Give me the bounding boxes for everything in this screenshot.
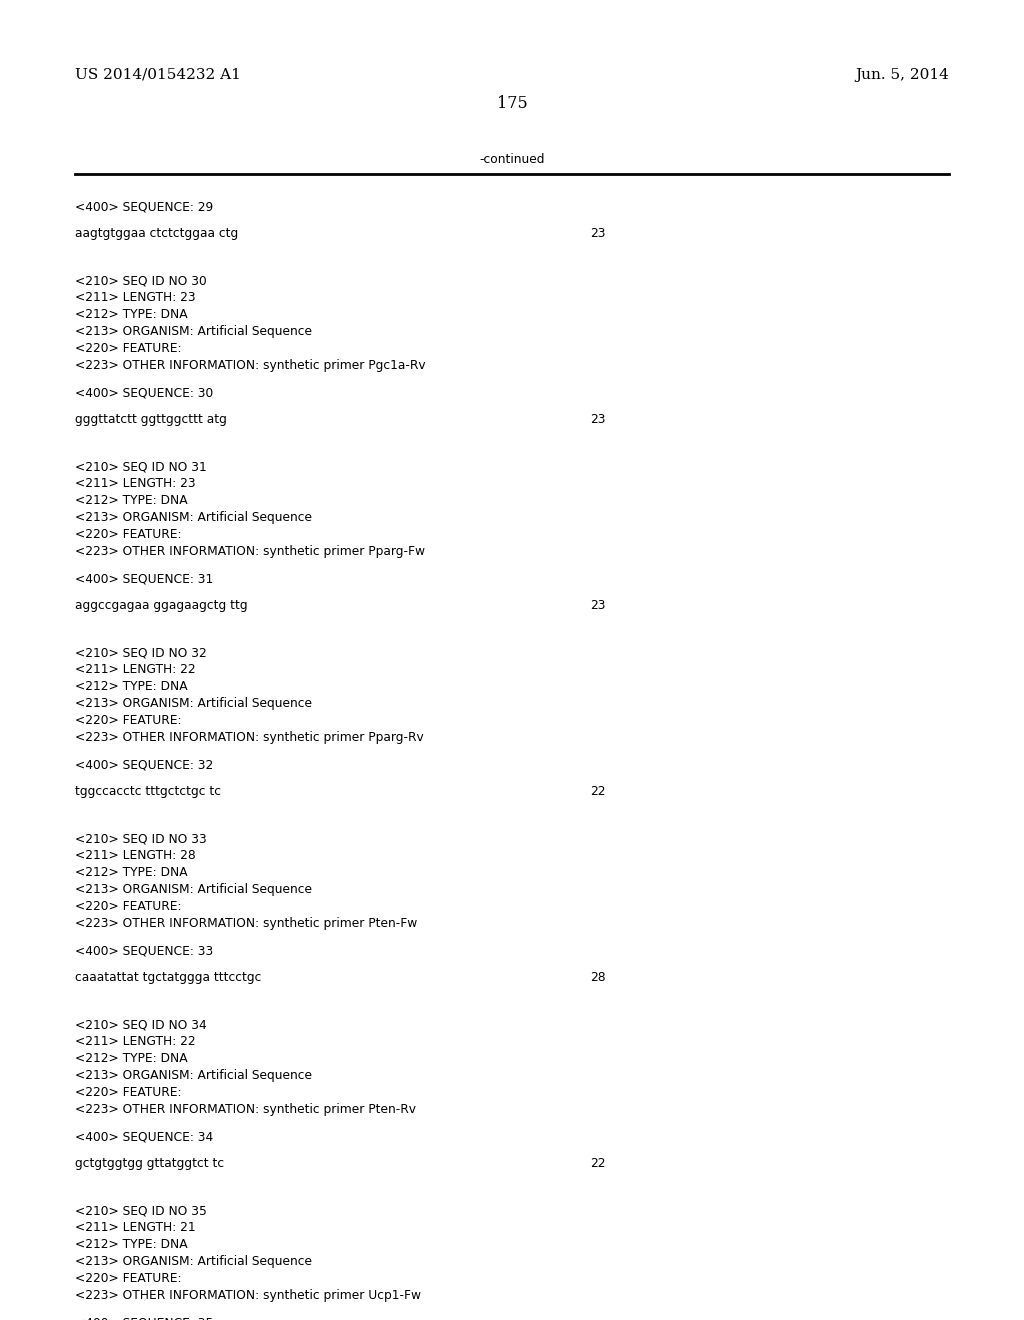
Text: <220> FEATURE:: <220> FEATURE: [75, 900, 181, 913]
Text: <213> ORGANISM: Artificial Sequence: <213> ORGANISM: Artificial Sequence [75, 1069, 312, 1082]
Text: <220> FEATURE:: <220> FEATURE: [75, 714, 181, 727]
Text: <210> SEQ ID NO 35: <210> SEQ ID NO 35 [75, 1204, 207, 1217]
Text: <211> LENGTH: 22: <211> LENGTH: 22 [75, 663, 196, 676]
Text: 23: 23 [590, 227, 605, 240]
Text: <223> OTHER INFORMATION: synthetic primer Ucp1-Fw: <223> OTHER INFORMATION: synthetic prime… [75, 1290, 421, 1302]
Text: <223> OTHER INFORMATION: synthetic primer Pparg-Rv: <223> OTHER INFORMATION: synthetic prime… [75, 731, 424, 744]
Text: <212> TYPE: DNA: <212> TYPE: DNA [75, 1238, 187, 1251]
Text: <220> FEATURE:: <220> FEATURE: [75, 528, 181, 541]
Text: <212> TYPE: DNA: <212> TYPE: DNA [75, 680, 187, 693]
Text: <211> LENGTH: 28: <211> LENGTH: 28 [75, 849, 196, 862]
Text: tggccacctc tttgctctgc tc: tggccacctc tttgctctgc tc [75, 785, 221, 799]
Text: -continued: -continued [479, 153, 545, 166]
Text: <213> ORGANISM: Artificial Sequence: <213> ORGANISM: Artificial Sequence [75, 697, 312, 710]
Text: 23: 23 [590, 413, 605, 426]
Text: <220> FEATURE:: <220> FEATURE: [75, 1086, 181, 1100]
Text: <210> SEQ ID NO 34: <210> SEQ ID NO 34 [75, 1018, 207, 1031]
Text: 28: 28 [590, 972, 605, 983]
Text: <220> FEATURE:: <220> FEATURE: [75, 1272, 181, 1284]
Text: <212> TYPE: DNA: <212> TYPE: DNA [75, 494, 187, 507]
Text: <211> LENGTH: 23: <211> LENGTH: 23 [75, 477, 196, 490]
Text: <223> OTHER INFORMATION: synthetic primer Pgc1a-Rv: <223> OTHER INFORMATION: synthetic prime… [75, 359, 426, 372]
Text: US 2014/0154232 A1: US 2014/0154232 A1 [75, 69, 241, 82]
Text: <212> TYPE: DNA: <212> TYPE: DNA [75, 1052, 187, 1065]
Text: gctgtggtgg gttatggtct tc: gctgtggtgg gttatggtct tc [75, 1158, 224, 1170]
Text: <400> SEQUENCE: 32: <400> SEQUENCE: 32 [75, 758, 213, 771]
Text: aagtgtggaa ctctctggaa ctg: aagtgtggaa ctctctggaa ctg [75, 227, 239, 240]
Text: <223> OTHER INFORMATION: synthetic primer Pten-Fw: <223> OTHER INFORMATION: synthetic prime… [75, 917, 417, 931]
Text: <213> ORGANISM: Artificial Sequence: <213> ORGANISM: Artificial Sequence [75, 325, 312, 338]
Text: <400> SEQUENCE: 33: <400> SEQUENCE: 33 [75, 944, 213, 957]
Text: <213> ORGANISM: Artificial Sequence: <213> ORGANISM: Artificial Sequence [75, 1255, 312, 1269]
Text: <213> ORGANISM: Artificial Sequence: <213> ORGANISM: Artificial Sequence [75, 511, 312, 524]
Text: <211> LENGTH: 21: <211> LENGTH: 21 [75, 1221, 196, 1234]
Text: 175: 175 [497, 95, 527, 112]
Text: <400> SEQUENCE: 31: <400> SEQUENCE: 31 [75, 572, 213, 585]
Text: <223> OTHER INFORMATION: synthetic primer Pparg-Fw: <223> OTHER INFORMATION: synthetic prime… [75, 545, 425, 558]
Text: <400> SEQUENCE: 34: <400> SEQUENCE: 34 [75, 1130, 213, 1143]
Text: <400> SEQUENCE: 35: <400> SEQUENCE: 35 [75, 1316, 213, 1320]
Text: <400> SEQUENCE: 30: <400> SEQUENCE: 30 [75, 385, 213, 399]
Text: <210> SEQ ID NO 31: <210> SEQ ID NO 31 [75, 459, 207, 473]
Text: <211> LENGTH: 22: <211> LENGTH: 22 [75, 1035, 196, 1048]
Text: 22: 22 [590, 785, 605, 799]
Text: caaatattat tgctatggga tttcctgc: caaatattat tgctatggga tttcctgc [75, 972, 261, 983]
Text: gggttatctt ggttggcttt atg: gggttatctt ggttggcttt atg [75, 413, 227, 426]
Text: <210> SEQ ID NO 33: <210> SEQ ID NO 33 [75, 832, 207, 845]
Text: <210> SEQ ID NO 32: <210> SEQ ID NO 32 [75, 645, 207, 659]
Text: <213> ORGANISM: Artificial Sequence: <213> ORGANISM: Artificial Sequence [75, 883, 312, 896]
Text: 22: 22 [590, 1158, 605, 1170]
Text: <212> TYPE: DNA: <212> TYPE: DNA [75, 866, 187, 879]
Text: 23: 23 [590, 599, 605, 612]
Text: Jun. 5, 2014: Jun. 5, 2014 [855, 69, 949, 82]
Text: <212> TYPE: DNA: <212> TYPE: DNA [75, 308, 187, 321]
Text: <400> SEQUENCE: 29: <400> SEQUENCE: 29 [75, 201, 213, 213]
Text: <210> SEQ ID NO 30: <210> SEQ ID NO 30 [75, 275, 207, 286]
Text: <223> OTHER INFORMATION: synthetic primer Pten-Rv: <223> OTHER INFORMATION: synthetic prime… [75, 1104, 416, 1115]
Text: aggccgagaa ggagaagctg ttg: aggccgagaa ggagaagctg ttg [75, 599, 248, 612]
Text: <220> FEATURE:: <220> FEATURE: [75, 342, 181, 355]
Text: <211> LENGTH: 23: <211> LENGTH: 23 [75, 290, 196, 304]
